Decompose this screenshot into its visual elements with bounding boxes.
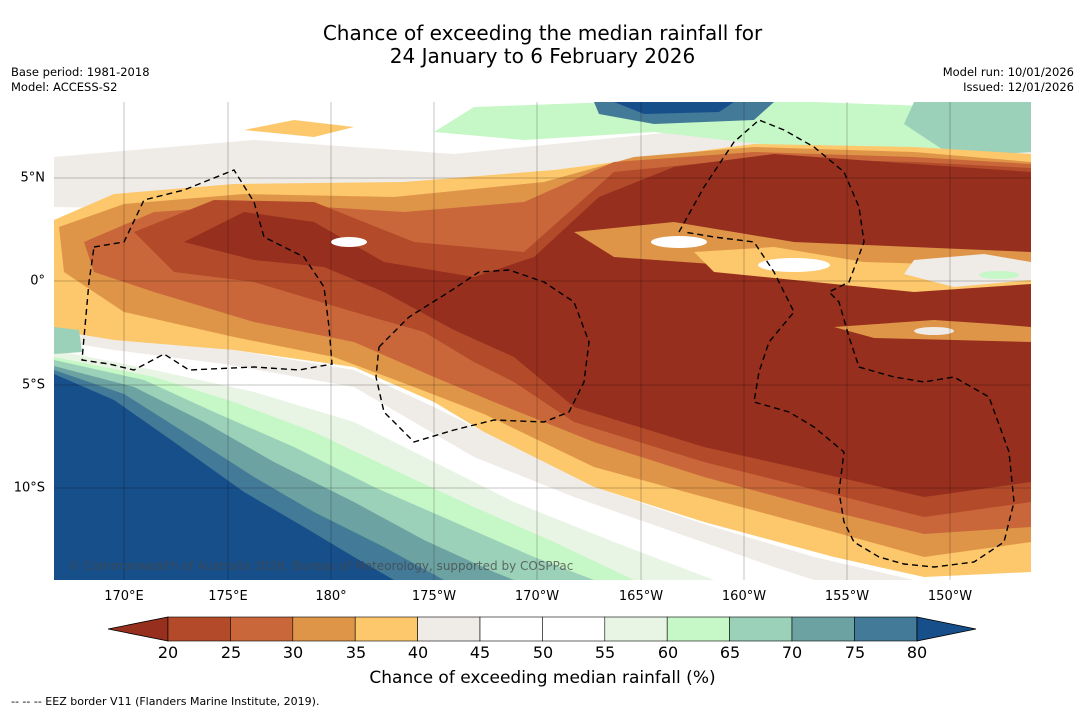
cb-tick-55: 55 — [594, 643, 616, 662]
colorbar-swatch-50-55 — [542, 616, 606, 642]
eez-footnote: -- -- -- EEZ border V11 (Flanders Marine… — [11, 695, 320, 708]
cb-tick-35: 35 — [345, 643, 367, 662]
south-deep-blue — [54, 374, 394, 580]
cb-tick-50: 50 — [532, 643, 554, 662]
eez-kiribati-line — [678, 119, 1015, 568]
rainfall-map: © Commonwealth of Australia 2026, Bureau… — [54, 102, 1031, 580]
copyright-watermark: © Commonwealth of Australia 2026, Bureau… — [68, 559, 573, 573]
map-title-line1: Chance of exceeding the median rainfall … — [322, 21, 763, 45]
y-tick-5n: 5°N — [20, 170, 46, 186]
eez-kiribati-phoenix — [375, 269, 590, 443]
x-tick-175w: 175°W — [411, 589, 457, 604]
x-tick-150w: 150°W — [927, 589, 973, 604]
equator-white-patch-3 — [331, 237, 367, 247]
colorbar-swatch-45-50 — [479, 616, 543, 642]
x-tick-180: 180° — [315, 589, 347, 604]
eez-kiribati-gilberts — [81, 169, 333, 371]
colorbar-swatch-75-80 — [854, 616, 918, 642]
base-info: Base period: 1981-2018 Model: ACCESS-S2 — [11, 65, 150, 95]
cb-tick-80: 80 — [906, 643, 928, 662]
equator-white-patch-2 — [758, 258, 830, 272]
colorbar-over-arrow — [916, 616, 977, 642]
cb-tick-60: 60 — [657, 643, 679, 662]
map-title-line2: 24 January to 6 February 2026 — [389, 44, 696, 68]
colorbar-label: Chance of exceeding median rainfall (%) — [369, 668, 716, 688]
colorbar-swatch-40-45 — [417, 616, 481, 642]
west-teal-patch — [54, 327, 82, 354]
cb-tick-65: 65 — [719, 643, 741, 662]
equator-white-patch-1 — [651, 236, 707, 248]
colorbar-swatch-65-70 — [729, 616, 793, 642]
colorbar — [108, 616, 977, 642]
colorbar-swatch-25-30 — [230, 616, 294, 642]
y-tick-10s: 10°S — [13, 480, 45, 496]
y-tick-eq: 0° — [30, 273, 45, 289]
cb-tick-20: 20 — [157, 643, 179, 662]
colorbar-swatches — [167, 616, 918, 642]
cb-tick-30: 30 — [282, 643, 304, 662]
colorbar-swatch-35-40 — [354, 616, 418, 642]
base-period-text: Base period: 1981-2018 — [11, 65, 150, 79]
y-tick-5s: 5°S — [21, 377, 45, 393]
cb-tick-25: 25 — [220, 643, 242, 662]
north-yellow-patch — [244, 120, 354, 137]
x-tick-170w: 170°W — [514, 589, 560, 604]
model-run-text: Model run: 10/01/2026 — [942, 65, 1074, 79]
cb-tick-40: 40 — [407, 643, 429, 662]
south-streak-white — [914, 327, 954, 335]
colorbar-swatch-30-35 — [292, 616, 356, 642]
equator-green-patch — [979, 271, 1019, 279]
run-info: Model run: 10/01/2026 Issued: 12/01/2026 — [943, 65, 1074, 95]
model-text: Model: ACCESS-S2 — [11, 80, 118, 94]
cb-tick-45: 45 — [469, 643, 491, 662]
dry-band-core — [184, 154, 1031, 497]
issued-text: Issued: 12/01/2026 — [963, 80, 1074, 94]
x-tick-170e: 170°E — [104, 589, 144, 604]
north-teal-patch — [904, 102, 1031, 157]
colorbar-swatch-60-65 — [666, 616, 730, 642]
colorbar-swatch-20-25 — [167, 616, 231, 642]
x-tick-155w: 155°W — [824, 589, 870, 604]
north-deep-blue-patch — [614, 102, 734, 114]
eez-borders — [81, 119, 1015, 568]
x-tick-175e: 175°E — [208, 589, 248, 604]
x-tick-165w: 165°W — [618, 589, 664, 604]
colorbar-swatch-70-75 — [791, 616, 855, 642]
colorbar-under-arrow — [108, 616, 169, 642]
x-tick-160w: 160°W — [721, 589, 767, 604]
colorbar-swatch-55-60 — [604, 616, 668, 642]
cb-tick-75: 75 — [844, 643, 866, 662]
cb-tick-70: 70 — [781, 643, 803, 662]
